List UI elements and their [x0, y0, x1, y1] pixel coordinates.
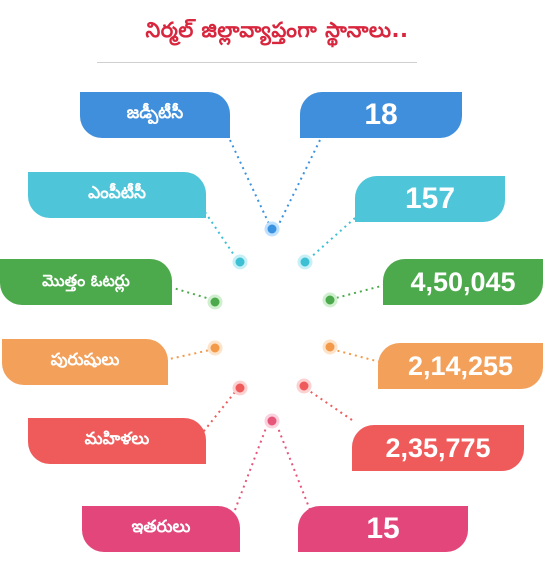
- connector-dot-zptc: [264, 221, 280, 237]
- stat-value-total-voters: 4,50,045: [383, 259, 543, 305]
- connector-line-others-value: [277, 427, 311, 511]
- stat-value-men: 2,14,255: [378, 343, 543, 389]
- stat-value-zptc: 18: [300, 92, 462, 138]
- connector-line-men-value: [334, 349, 381, 363]
- stat-label-women: మహిళలు: [28, 418, 206, 464]
- page-title: నిర్మల్ జిల్లావ్యాప్తంగా స్థానాలు..: [145, 18, 409, 42]
- connector-dot-men-left: [207, 340, 223, 356]
- connector-dot-women-left: [232, 380, 248, 396]
- stat-value-mptc: 157: [355, 176, 505, 222]
- connector-dot-voters-right: [322, 292, 338, 308]
- connector-line-mptc-label: [204, 211, 237, 259]
- title-divider: [97, 62, 417, 63]
- connector-line-women-label: [199, 391, 236, 437]
- connector-line-voters-value: [335, 284, 386, 299]
- connector-line-zptc-label: [229, 139, 271, 227]
- stat-label-mptc: ఎంపీటీసీ: [28, 172, 206, 218]
- connector-dot-others: [264, 413, 280, 429]
- stat-label-men: పురుషులు: [2, 339, 168, 385]
- connector-line-women-value: [307, 389, 353, 421]
- connector-line-mptc-value: [309, 217, 356, 259]
- stat-label-total-voters: మొత్తం ఓటర్లు: [0, 259, 172, 305]
- connector-line-zptc-value: [277, 139, 321, 227]
- connector-line-others-label: [234, 427, 267, 511]
- stat-label-others: ఇతరులు: [82, 506, 240, 552]
- stat-label-zptc: జడ్పీటీసీ: [80, 92, 230, 138]
- connector-line-men-label: [164, 349, 211, 361]
- connector-dot-mptc-left: [232, 254, 248, 270]
- connector-dot-men-right: [322, 339, 338, 355]
- stat-value-others: 15: [298, 506, 468, 552]
- connector-dot-voters-left: [207, 294, 223, 310]
- connector-dot-mptc-right: [297, 254, 313, 270]
- connector-dot-women-right: [296, 378, 312, 394]
- stat-value-women: 2,35,775: [352, 425, 524, 471]
- connector-line-voters-label: [169, 286, 211, 300]
